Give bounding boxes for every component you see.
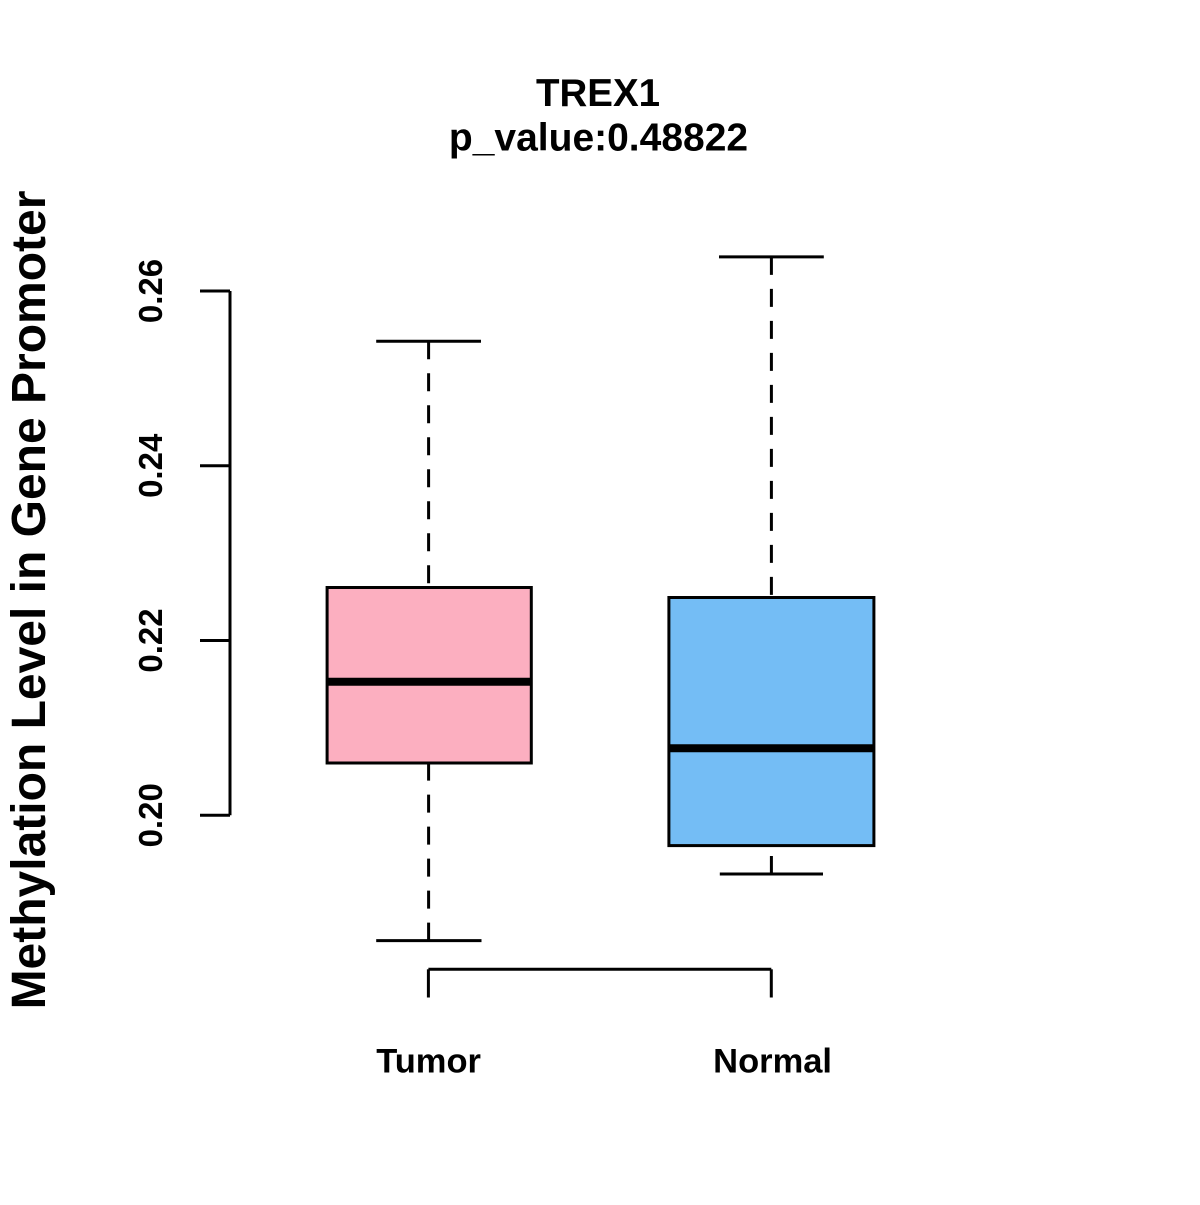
svg-text:Methylation Level in Gene Prom: Methylation Level in Gene Promoter	[3, 191, 56, 1010]
svg-text:Normal: Normal	[713, 1042, 832, 1080]
svg-text:0.22: 0.22	[132, 608, 169, 672]
svg-text:p_value:0.48822: p_value:0.48822	[449, 117, 748, 160]
svg-text:0.20: 0.20	[132, 783, 169, 847]
svg-text:Tumor: Tumor	[376, 1042, 481, 1080]
svg-text:0.26: 0.26	[132, 259, 169, 323]
svg-text:0.24: 0.24	[132, 433, 169, 498]
svg-text:TREX1: TREX1	[536, 72, 660, 115]
